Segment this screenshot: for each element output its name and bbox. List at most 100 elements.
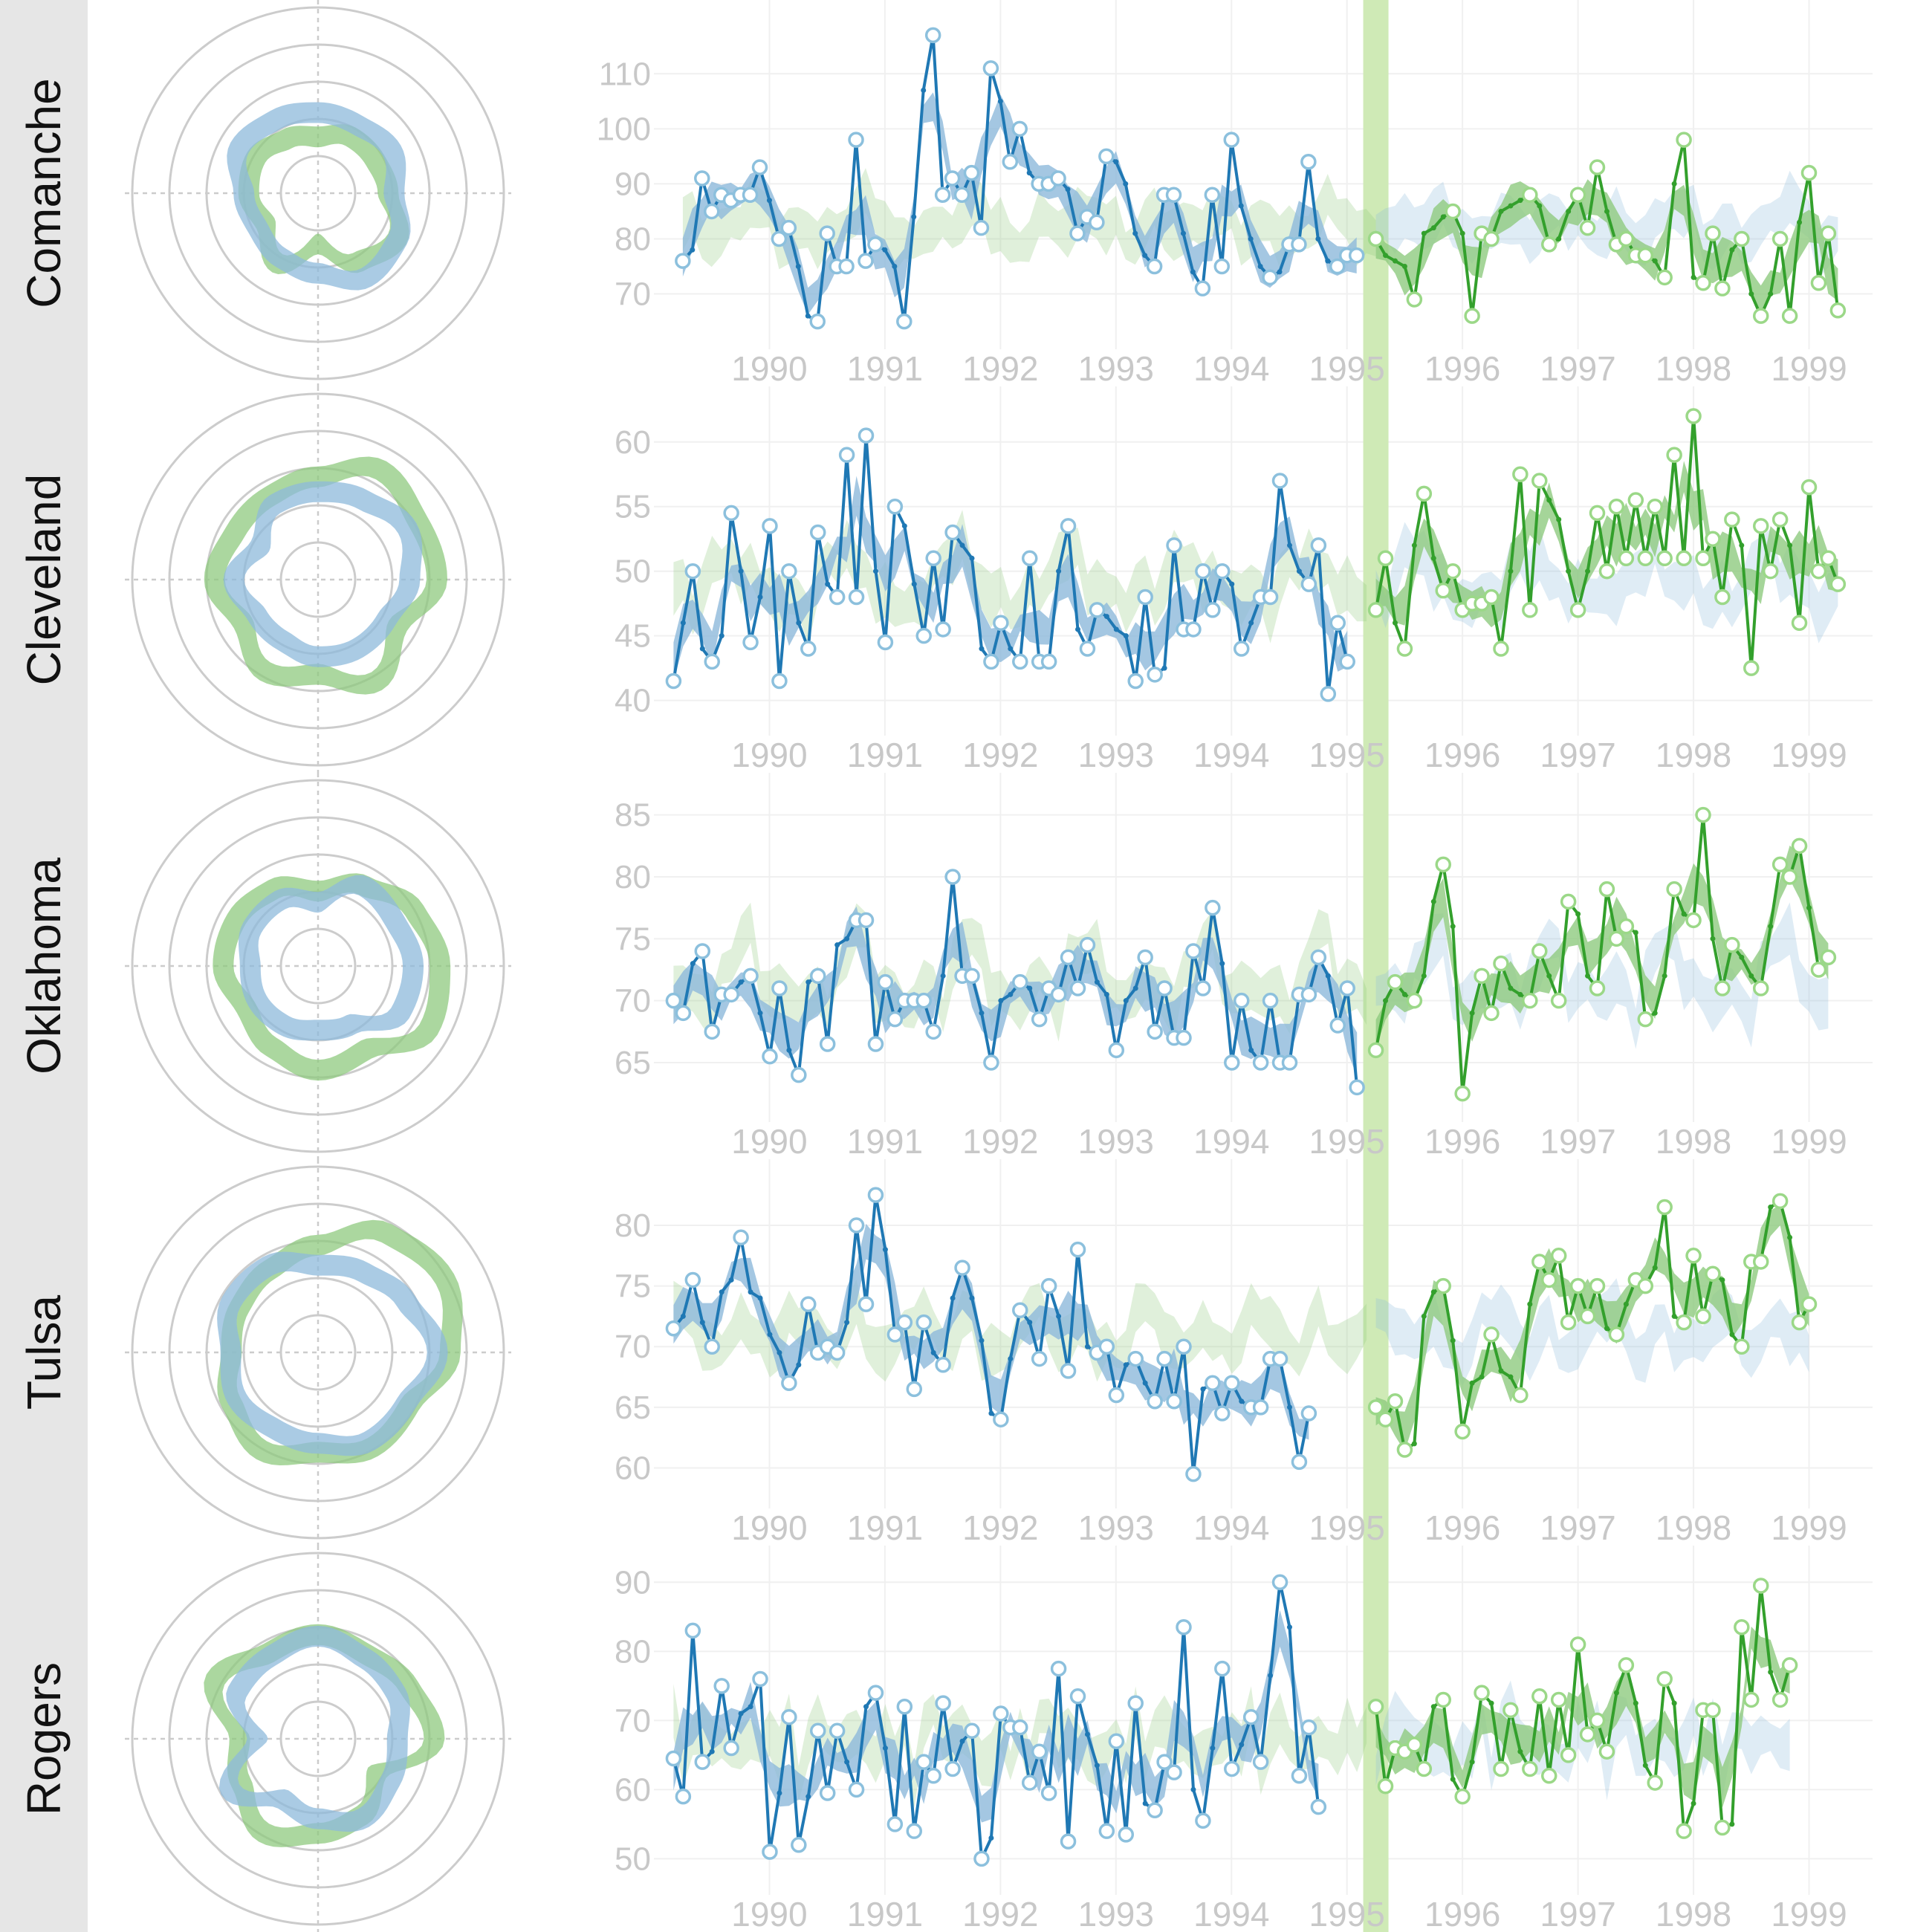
forecast-point bbox=[1618, 550, 1635, 567]
observed-point bbox=[675, 1005, 692, 1022]
observed-point bbox=[886, 498, 904, 515]
observed-point bbox=[791, 1837, 807, 1853]
observed-point bbox=[1108, 1042, 1125, 1059]
observed-point bbox=[704, 653, 720, 670]
observed-point bbox=[819, 1036, 836, 1052]
observed-point bbox=[1103, 614, 1109, 620]
forecast-point bbox=[1566, 208, 1572, 214]
forecast-point bbox=[1695, 806, 1711, 823]
y-tick-label: 70 bbox=[615, 1329, 651, 1365]
forecast-point bbox=[1416, 1760, 1433, 1777]
forecast-point bbox=[1662, 973, 1667, 979]
observed-point bbox=[882, 1745, 888, 1751]
x-tick-label: 1991 bbox=[847, 1122, 923, 1161]
observed-point bbox=[1262, 269, 1278, 286]
observed-point bbox=[844, 1320, 850, 1326]
strip-label: Tulsa bbox=[17, 1294, 71, 1410]
observed-point bbox=[1027, 985, 1033, 991]
forecast-point bbox=[1508, 203, 1514, 209]
observed-point bbox=[997, 98, 1003, 104]
observed-point bbox=[1098, 148, 1115, 165]
forecast-point bbox=[1771, 230, 1789, 247]
forecast-point bbox=[1503, 1702, 1519, 1719]
observed-point bbox=[1065, 187, 1071, 192]
forecast-point bbox=[1483, 1326, 1500, 1343]
observed-point bbox=[1056, 568, 1062, 574]
observed-point bbox=[699, 1320, 705, 1326]
forecast-point bbox=[1430, 225, 1436, 231]
forecast-point bbox=[1690, 1800, 1696, 1806]
observed-point bbox=[934, 187, 951, 203]
observed-point bbox=[1185, 943, 1202, 959]
observed-point bbox=[1021, 550, 1038, 567]
observed-point bbox=[1132, 985, 1138, 991]
x-tick-label: 1993 bbox=[1078, 1122, 1154, 1161]
seasonal-band-history bbox=[682, 168, 1376, 273]
observed-point bbox=[1031, 1350, 1048, 1367]
x-tick-label: 1994 bbox=[1193, 1895, 1269, 1932]
forecast-point bbox=[1560, 1747, 1577, 1763]
observed-point bbox=[1300, 154, 1317, 170]
forecast-point bbox=[1367, 230, 1384, 247]
observed-point bbox=[771, 672, 788, 690]
observed-point bbox=[742, 967, 759, 985]
forecast-point bbox=[1367, 1042, 1384, 1059]
observed-point bbox=[1166, 1393, 1182, 1410]
observed-point bbox=[896, 1314, 913, 1331]
forecast-point bbox=[1589, 1277, 1606, 1294]
observed-point bbox=[1118, 1826, 1135, 1843]
x-tick-label: 1992 bbox=[962, 349, 1038, 388]
forecast-point bbox=[1479, 1374, 1485, 1380]
observed-point bbox=[819, 225, 835, 242]
observed-point bbox=[690, 961, 696, 967]
forecast-point bbox=[1445, 563, 1461, 580]
forecast-point bbox=[1623, 1301, 1629, 1307]
x-tick-label: 1990 bbox=[731, 349, 807, 388]
observed-point bbox=[1320, 686, 1337, 702]
forecast-point bbox=[1430, 1289, 1436, 1295]
forecast-point bbox=[1676, 132, 1692, 148]
observed-point bbox=[771, 980, 788, 996]
forecast-point bbox=[1517, 198, 1523, 204]
observed-point bbox=[796, 620, 802, 626]
forecast-point bbox=[1469, 1380, 1475, 1386]
forecast-point bbox=[1445, 203, 1461, 220]
forecast-point bbox=[1459, 230, 1465, 236]
forecast-point bbox=[1435, 1277, 1451, 1294]
observed-point bbox=[1210, 1745, 1216, 1751]
forecast-point bbox=[1652, 258, 1658, 264]
observed-point bbox=[757, 594, 763, 600]
y-tick-label: 50 bbox=[615, 554, 651, 590]
observed-point bbox=[738, 1711, 744, 1717]
forecast-point bbox=[1454, 1788, 1471, 1805]
forecast-point bbox=[1743, 1691, 1760, 1708]
x-tick-label: 1992 bbox=[962, 1895, 1038, 1932]
forecast-point bbox=[1768, 924, 1774, 930]
radar-chart bbox=[125, 386, 511, 773]
observed-point bbox=[733, 1229, 749, 1246]
observed-point bbox=[680, 620, 686, 626]
forecast-point bbox=[1430, 555, 1436, 561]
forecast-point bbox=[1710, 936, 1716, 941]
forecast-point bbox=[1469, 1759, 1475, 1765]
observed-point bbox=[1146, 258, 1163, 275]
time-series-chart: 65 70 75 80 85 1990 1991 1992 1993 1994 1995 1996 19… bbox=[615, 773, 1873, 1161]
x-tick-label: 1996 bbox=[1424, 1508, 1500, 1547]
observed-point bbox=[1219, 961, 1225, 967]
forecast-point bbox=[1800, 164, 1818, 181]
forecast-point bbox=[1392, 620, 1398, 626]
forecast-point bbox=[1676, 550, 1692, 567]
x-tick-label: 1995 bbox=[1309, 349, 1385, 388]
observed-point bbox=[1156, 980, 1173, 996]
forecast-point bbox=[1762, 563, 1779, 580]
forecast-point bbox=[1435, 1691, 1451, 1708]
forecast-point bbox=[1421, 1313, 1427, 1319]
observed-point bbox=[684, 1622, 701, 1639]
y-tick-label: 75 bbox=[615, 1268, 651, 1305]
observed-point bbox=[1213, 258, 1231, 275]
x-tick-label: 1997 bbox=[1540, 349, 1615, 388]
forecast-point bbox=[1396, 641, 1413, 657]
observed-point bbox=[1123, 1362, 1129, 1368]
y-tick-label: 80 bbox=[615, 221, 651, 257]
y-tick-label: 90 bbox=[615, 166, 651, 202]
